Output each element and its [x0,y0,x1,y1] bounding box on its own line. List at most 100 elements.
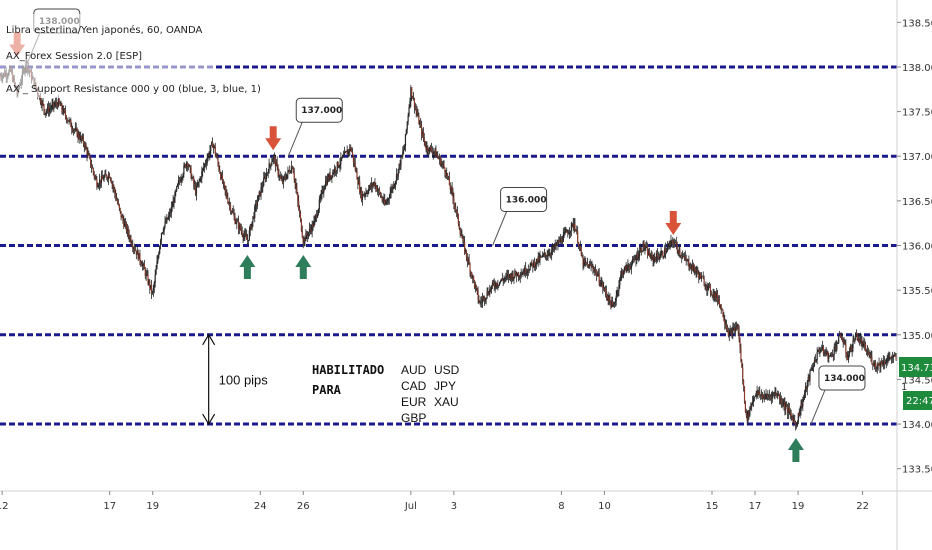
candle-body [679,250,681,255]
candle-body [63,109,66,112]
candle-body [393,185,395,187]
candle-body [780,397,782,404]
candle-body [566,230,568,233]
candle-body [690,268,692,269]
candle-body [600,282,602,285]
y-tick-label: 137.000 [902,152,932,163]
x-tick-label: 3 [451,501,457,512]
candle-body [328,173,330,181]
candle-body [479,301,481,303]
candle-body [557,242,559,245]
callout-pointer [810,389,826,425]
candle-body [720,304,722,310]
legend-backdrop [0,14,214,98]
candle-body [99,179,102,184]
candle-body [145,273,147,277]
candle-body [691,265,694,271]
pips-annotation: 100 pips [202,333,269,426]
candle-body [734,327,737,332]
candle-body [294,179,296,184]
candle-body [697,269,699,274]
pips-label: 100 pips [219,372,269,387]
candle-body [369,185,372,188]
candle-body [377,189,380,191]
candle-body [432,152,434,154]
candle-body [669,243,671,246]
y-axis[interactable]: 138.500 138.000 137.500 137.000 136.500 136.0… [897,18,932,476]
candle-body [489,288,491,295]
candle-body [70,120,72,127]
candle-body [832,354,834,356]
candle-body [606,295,608,298]
candle-body [272,159,274,162]
candle-body [112,183,114,187]
candle-body [50,108,52,109]
candle-body [442,163,444,165]
candle-body [94,176,96,178]
candle-body [111,182,113,184]
candle-body [68,119,70,122]
legend-indicator-support-resistance[interactable]: AX _ Support Resistance 000 y 00 (blue, … [6,84,261,95]
candle-body [170,207,172,214]
candle-body [800,403,802,412]
candle-body [365,192,367,195]
candle-body [745,411,747,416]
candle-body [525,267,527,274]
candle-body [395,174,398,182]
candle-body [643,241,645,249]
candle-body [790,412,792,416]
candle-body [406,121,408,130]
candle-body [124,223,127,224]
candle-body [751,401,754,404]
candle-body [229,204,232,212]
candle-body [341,156,343,159]
candle-body [885,362,887,364]
candle-body [84,145,86,148]
x-axis[interactable]: 12 17 19 24 26 Jul 3 8 10 15 17 19 22 [0,491,869,512]
candle-body [843,342,845,344]
candle-body [750,407,752,409]
candle-body [130,237,132,244]
candle-body [46,111,48,113]
candle-body [113,186,115,189]
candle-body [90,165,93,168]
candle-body [560,238,562,242]
candle-body [62,110,64,113]
candle-body [663,256,665,258]
candle-body [375,186,377,188]
candle-body [446,173,448,176]
candle-body [776,394,778,396]
candle-body [333,168,336,173]
candle-body [675,241,677,246]
candle-body [453,197,455,204]
candle-body [823,351,825,354]
candle-body [562,234,564,242]
candle-body [391,188,393,190]
candle-body [327,177,329,181]
bar-countdown: 22:47 [906,396,932,407]
candle-body [300,219,302,231]
candle-body [135,250,137,255]
candle-body [385,202,387,205]
candle-body [644,248,646,250]
candle-body [304,238,306,242]
candle-body [467,259,469,262]
candle-body [402,151,404,156]
candle-body [308,228,311,233]
candle-body [184,164,186,166]
candle-body [105,173,107,176]
candle-body [166,217,168,223]
legend-symbol[interactable]: Libra esterlina/Yen japonés, 60, OANDA [6,24,203,36]
candle-body [118,204,120,209]
candle-body [801,403,803,407]
candle-body [781,403,783,405]
candle-body [560,238,563,243]
candle-body [400,156,402,167]
legend-indicator-session[interactable]: AX_Forex Session 2.0 [ESP] [6,51,142,62]
candle-body [269,163,271,165]
candle-body [249,225,251,231]
candle-body [756,390,758,393]
candle-body [559,240,561,242]
candle-body [620,274,622,279]
candle-body [443,163,445,168]
